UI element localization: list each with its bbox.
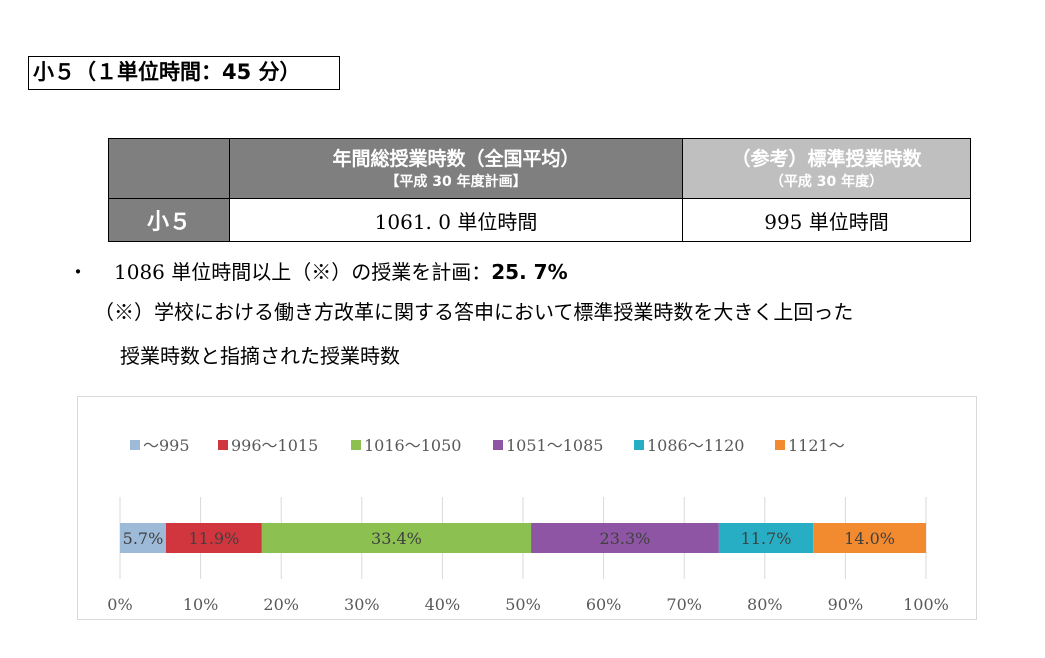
bar-data-label: 33.4% <box>371 529 422 548</box>
x-tick-label: 60% <box>586 595 622 614</box>
header-main-title: 年間総授業時数（全国平均） <box>332 147 580 170</box>
legend-label: 1121～ <box>788 436 845 455</box>
note-line-2: 授業時数と指摘された授業時数 <box>120 344 400 368</box>
bar-segment <box>813 523 926 553</box>
bar-segment <box>120 523 166 553</box>
x-tick-label: 80% <box>747 595 783 614</box>
bar-segment <box>261 523 532 553</box>
legend-label: 996～1015 <box>231 436 318 455</box>
header-national-average: 年間総授業時数（全国平均） 【平成 30 年度計画】 <box>229 138 683 199</box>
legend-swatch <box>634 440 644 450</box>
header-blank-cell <box>108 138 230 199</box>
x-tick-label: 20% <box>263 595 299 614</box>
row-label-grade: 小５ <box>108 198 230 242</box>
legend-label: 1016～1050 <box>364 436 461 455</box>
x-tick-label: 30% <box>344 595 380 614</box>
bar-data-label: 23.3% <box>600 529 651 548</box>
bullet-value: 25. 7% <box>491 260 568 284</box>
chart-x-ticks: 0% 10% 20% 30% 40% 50% 60% 70% 80% 90% 100% <box>107 595 949 614</box>
x-tick-label: 10% <box>183 595 219 614</box>
table-row: 小５ 1061. 0 単位時間 995 単位時間 <box>108 198 971 242</box>
bar-data-label: 11.7% <box>741 529 792 548</box>
bar-segment <box>531 523 719 553</box>
chart-legend: ～995 996～1015 1016～1050 1051～1085 1086～1120 1… <box>130 436 845 455</box>
x-tick-label: 0% <box>107 595 132 614</box>
legend-swatch <box>351 440 361 450</box>
bullet-text: 1086 単位時間以上（※）の授業を計画： <box>114 260 492 284</box>
note-line-1: （※）学校における働き方改革に関する答申において標準授業時数を大きく上回った <box>94 300 854 324</box>
chart-frame: ～995 996～1015 1016～1050 1051～1085 1086～1120 1… <box>77 396 977 620</box>
x-tick-label: 90% <box>828 595 864 614</box>
legend-label: 1051～1085 <box>506 436 603 455</box>
legend-swatch <box>775 440 785 450</box>
header-reference-standard: （参考）標準授業時数 （平成 30 年度） <box>682 138 971 199</box>
table-header-row: 年間総授業時数（全国平均） 【平成 30 年度計画】 （参考）標準授業時数 （平… <box>108 138 971 199</box>
bullet-line: ・ 1086 単位時間以上（※）の授業を計画：25. 7% <box>68 256 568 285</box>
value-national-average: 1061. 0 単位時間 <box>229 198 683 242</box>
value-reference-standard: 995 単位時間 <box>682 198 971 242</box>
header-main-subtitle: 【平成 30 年度計画】 <box>385 173 527 190</box>
x-tick-label: 50% <box>505 595 541 614</box>
header-ref-subtitle: （平成 30 年度） <box>769 173 884 190</box>
legend-swatch <box>218 440 228 450</box>
x-tick-label: 40% <box>425 595 461 614</box>
legend-swatch <box>493 440 503 450</box>
bar-segment <box>165 523 262 553</box>
bar-data-label: 11.9% <box>188 529 239 548</box>
chart-bars: 5.7% 11.9% 33.4% 23.3% 11.7% 14.0% <box>120 523 926 553</box>
legend-swatch <box>130 440 140 450</box>
page-heading: 小５（１単位時間：45 分） <box>28 56 340 90</box>
hours-table: 年間総授業時数（全国平均） 【平成 30 年度計画】 （参考）標準授業時数 （平… <box>108 138 971 242</box>
legend-label: 1086～1120 <box>647 436 744 455</box>
stacked-bar-chart: ～995 996～1015 1016～1050 1051～1085 1086～1120 1… <box>107 436 949 614</box>
bullet-mark: ・ <box>68 260 88 284</box>
bar-data-label: 14.0% <box>844 529 895 548</box>
bar-data-label: 5.7% <box>123 529 164 548</box>
bar-segment <box>718 523 814 553</box>
x-tick-label: 70% <box>666 595 702 614</box>
x-tick-label: 100% <box>903 595 949 614</box>
header-ref-title: （参考）標準授業時数 <box>731 147 922 170</box>
legend-label: ～995 <box>143 436 190 455</box>
